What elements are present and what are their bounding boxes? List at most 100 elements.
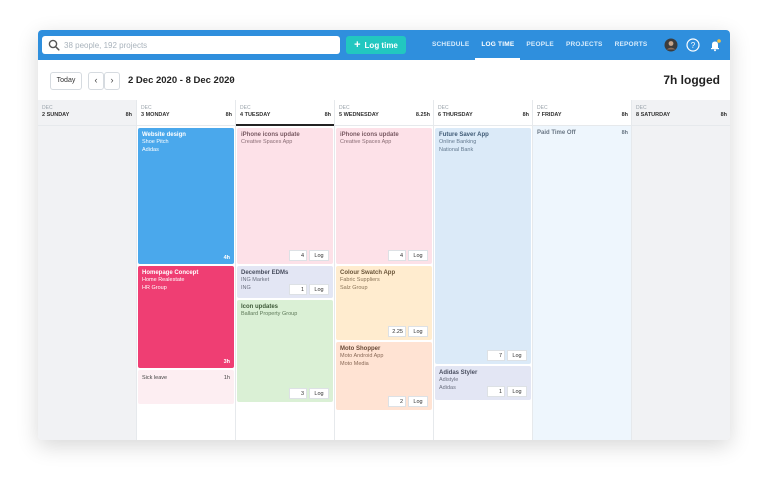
day-name: 7 FRIDAY: [537, 112, 562, 118]
day-hours: 8h: [621, 112, 628, 118]
entry-title: Future Saver App: [439, 132, 489, 138]
day-hours: 8.25h: [415, 112, 430, 118]
day-header: DEC 7 FRIDAY 8h: [533, 100, 632, 126]
date-range: 2 Dec 2020 - 8 Dec 2020: [128, 75, 235, 86]
entry-title: Sick leave: [142, 375, 168, 381]
log-controls: 3 Log: [289, 388, 329, 399]
entry-project: Home Realestate: [142, 277, 185, 283]
today-button[interactable]: Today: [50, 72, 82, 90]
time-entry-card[interactable]: Website design Shoe Pitch Adidas 4h: [138, 128, 234, 264]
day-month: DEC: [42, 105, 53, 111]
chevron-down-icon[interactable]: ⌄: [228, 74, 235, 83]
day-name: 3 MONDAY: [141, 112, 170, 118]
entry-project: Online Banking: [439, 139, 477, 145]
time-entry-card[interactable]: Homepage Concept Home Realestate HR Grou…: [138, 266, 234, 368]
day-header: DEC 2 SUNDAY 8h: [38, 100, 136, 126]
entry-title: Paid Time Off: [537, 130, 576, 136]
entry-title: iPhone icons update: [241, 132, 300, 138]
time-entry-card[interactable]: iPhone icons update Creative Spaces App …: [336, 128, 432, 264]
hours-input[interactable]: 2.25: [388, 326, 406, 337]
day-column-thursday: DEC 6 THURSDAY 8h Future Saver App Onlin…: [433, 100, 533, 440]
day-column-wednesday: DEC 5 WEDNESDAY 8.25h iPhone icons updat…: [334, 100, 434, 440]
search-input[interactable]: [64, 37, 334, 53]
entry-title: Website design: [142, 132, 186, 138]
log-button[interactable]: Log: [507, 386, 527, 397]
hours-input[interactable]: 4: [289, 250, 307, 261]
time-entry-card[interactable]: Moto Shopper Moto Android App Moto Media…: [336, 342, 432, 410]
day-month: DEC: [636, 105, 647, 111]
entry-title: Adidas Styler: [439, 370, 478, 376]
day-column-saturday: DEC 8 SATURDAY 8h: [631, 100, 730, 440]
entry-client: ING: [241, 284, 251, 291]
log-button[interactable]: Log: [408, 250, 428, 261]
log-controls: 7 Log: [487, 350, 527, 361]
entry-hours: 4h: [223, 255, 230, 261]
hours-input[interactable]: 2: [388, 396, 406, 407]
entry-project: ING Market: [241, 277, 270, 283]
main-nav: SCHEDULE LOG TIME PEOPLE PROJECTS REPORT…: [426, 30, 653, 60]
time-entry-card[interactable]: December EDMs ING Market ING 1 Log: [237, 266, 333, 298]
top-bar: + Log time SCHEDULE LOG TIME PEOPLE PROJ…: [38, 30, 730, 60]
log-controls: 4 Log: [289, 250, 329, 261]
log-button[interactable]: Log: [309, 250, 329, 261]
entry-client: Salz Group: [340, 284, 368, 291]
day-column-friday: DEC 7 FRIDAY 8h Paid Time Off 8h: [532, 100, 632, 440]
avatar[interactable]: [664, 38, 678, 52]
nav-schedule[interactable]: SCHEDULE: [432, 41, 470, 48]
nav-projects[interactable]: PROJECTS: [565, 41, 603, 48]
log-button[interactable]: Log: [408, 326, 428, 337]
entry-project: Moto Android App: [340, 353, 384, 359]
bell-icon[interactable]: [708, 38, 722, 52]
day-column-sunday: DEC 2 SUNDAY 8h: [38, 100, 136, 440]
hours-input[interactable]: 3: [289, 388, 307, 399]
day-header: DEC 3 MONDAY 8h: [137, 100, 236, 126]
logged-total: 7h logged: [663, 73, 720, 87]
prev-week-button[interactable]: ‹: [88, 72, 104, 90]
week-grid: DEC 2 SUNDAY 8h DEC 3 MONDAY 8h Website …: [38, 100, 730, 440]
search-icon: [48, 39, 60, 51]
log-button[interactable]: Log: [408, 396, 428, 407]
log-time-button[interactable]: + Log time: [346, 36, 406, 54]
log-button[interactable]: Log: [309, 284, 329, 295]
plus-icon: +: [354, 38, 361, 51]
entry-title: Moto Shopper: [340, 346, 381, 352]
time-entry-card[interactable]: Future Saver App Online Banking National…: [435, 128, 531, 364]
day-name: 2 SUNDAY: [42, 112, 70, 118]
day-header: DEC 8 SATURDAY 8h: [632, 100, 730, 126]
time-entry-card[interactable]: Icon updates Ballard Property Group 3 Lo…: [237, 300, 333, 402]
entry-client: HR Group: [142, 284, 167, 291]
time-entry-card[interactable]: iPhone icons update Creative Spaces App …: [237, 128, 333, 264]
day-column-tuesday: DEC 4 TUESDAY 8h iPhone icons update Cre…: [235, 100, 335, 440]
day-hours: 8h: [720, 112, 727, 118]
entry-title: Homepage Concept: [142, 270, 199, 276]
day-header: DEC 6 THURSDAY 8h: [434, 100, 533, 126]
svg-text:?: ?: [691, 41, 696, 50]
day-name: 5 WEDNESDAY: [339, 112, 379, 118]
entry-client: Adidas: [142, 146, 159, 153]
hours-input[interactable]: 7: [487, 350, 505, 361]
time-entry-card[interactable]: Sick leave 1h: [138, 370, 234, 404]
entry-project: Adistyle: [439, 377, 459, 383]
next-week-button[interactable]: ›: [104, 72, 120, 90]
nav-reports[interactable]: REPORTS: [614, 41, 648, 48]
hours-input[interactable]: 4: [388, 250, 406, 261]
time-entry-card[interactable]: Paid Time Off 8h: [533, 126, 632, 440]
day-hours: 8h: [522, 112, 529, 118]
search-box[interactable]: [42, 36, 340, 54]
day-hours: 8h: [125, 112, 132, 118]
log-button[interactable]: Log: [507, 350, 527, 361]
hours-input[interactable]: 1: [289, 284, 307, 295]
log-button[interactable]: Log: [309, 388, 329, 399]
nav-people[interactable]: PEOPLE: [526, 41, 554, 48]
hours-input[interactable]: 1: [487, 386, 505, 397]
time-entry-card[interactable]: Colour Swatch App Fabric Suppliers Salz …: [336, 266, 432, 340]
entry-hours: 8h: [621, 130, 628, 136]
help-icon[interactable]: ?: [686, 38, 700, 52]
entry-client: National Bank: [439, 146, 474, 153]
time-entry-card[interactable]: Adidas Styler Adistyle Adidas 1 Log: [435, 366, 531, 400]
nav-log-time[interactable]: LOG TIME: [475, 30, 521, 60]
entry-project: Creative Spaces App: [241, 139, 293, 145]
entry-title: Icon updates: [241, 304, 279, 310]
entry-title: December EDMs: [241, 270, 289, 276]
day-month: DEC: [240, 105, 251, 111]
